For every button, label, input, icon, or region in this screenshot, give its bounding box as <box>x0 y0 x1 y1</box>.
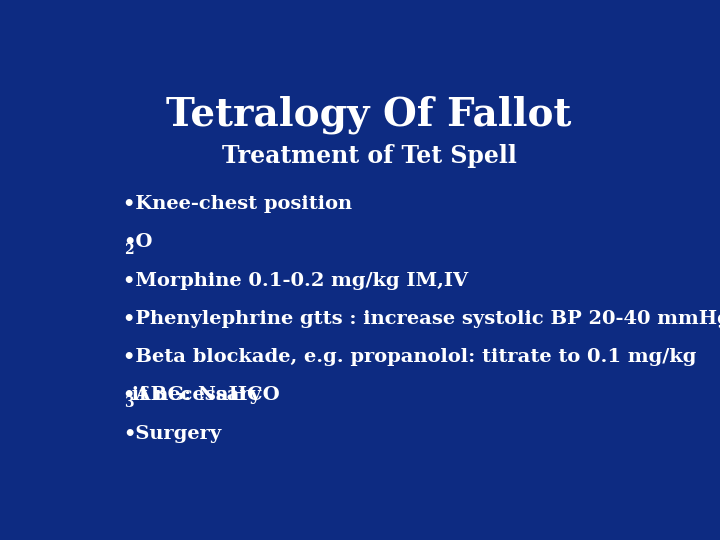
Text: 3: 3 <box>125 396 134 410</box>
Text: Treatment of Tet Spell: Treatment of Tet Spell <box>222 144 516 168</box>
Text: •Morphine 0.1-0.2 mg/kg IM,IV: •Morphine 0.1-0.2 mg/kg IM,IV <box>124 272 469 289</box>
Text: if necessary: if necessary <box>125 386 261 404</box>
Text: •O: •O <box>124 233 153 251</box>
Text: Tetralogy Of Fallot: Tetralogy Of Fallot <box>166 96 572 134</box>
Text: •Knee-chest position: •Knee-chest position <box>124 195 353 213</box>
Text: 2: 2 <box>125 243 134 257</box>
Text: •Surgery: •Surgery <box>124 424 222 443</box>
Text: •Phenylephrine gtts : increase systolic BP 20-40 mmHg: •Phenylephrine gtts : increase systolic … <box>124 310 720 328</box>
Text: •ABG: NaHCO: •ABG: NaHCO <box>124 386 280 404</box>
Text: •Beta blockade, e.g. propanolol: titrate to 0.1 mg/kg: •Beta blockade, e.g. propanolol: titrate… <box>124 348 697 366</box>
